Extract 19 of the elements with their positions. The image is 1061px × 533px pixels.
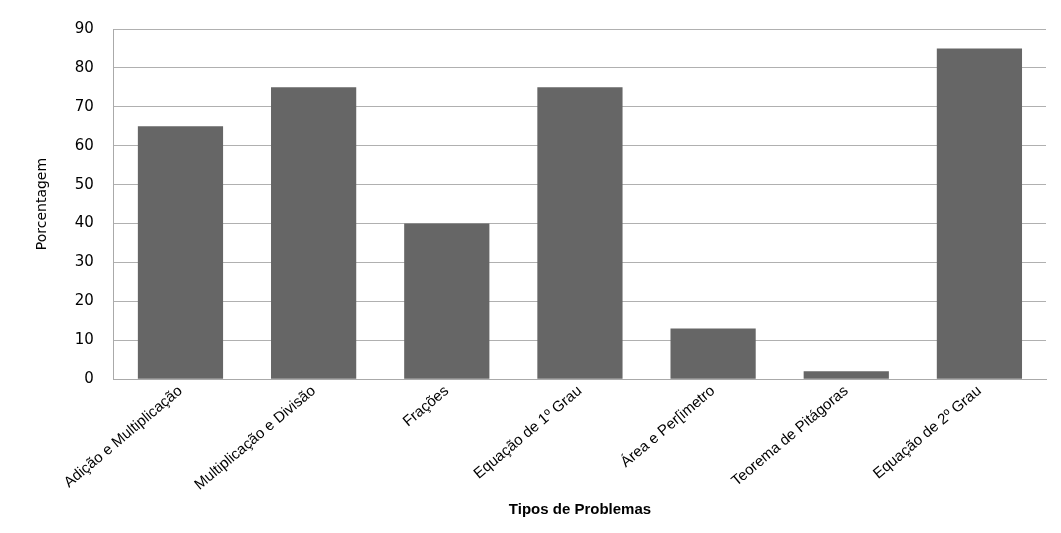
y-tick-label: 30 [74,252,94,271]
y-tick-label: 10 [74,330,94,349]
bar [137,126,224,379]
y-tick-label: 80 [74,57,94,76]
bar [271,87,357,379]
y-tick-label: 70 [74,96,94,115]
y-tick-label: 0 [84,369,94,388]
y-tick-label: 40 [74,213,94,232]
y-tick-label: 90 [74,18,94,37]
x-axis-title: Tipos de Problemas [508,500,652,518]
y-tick-label: 20 [74,291,94,310]
y-tick-label: 50 [74,174,94,193]
bar [404,223,490,379]
y-tick-label: 60 [74,135,94,154]
y-axis-title: Porcentagem [33,157,50,251]
bar [670,328,756,379]
bar [537,87,623,379]
bar [936,48,1023,379]
bar [803,371,889,379]
